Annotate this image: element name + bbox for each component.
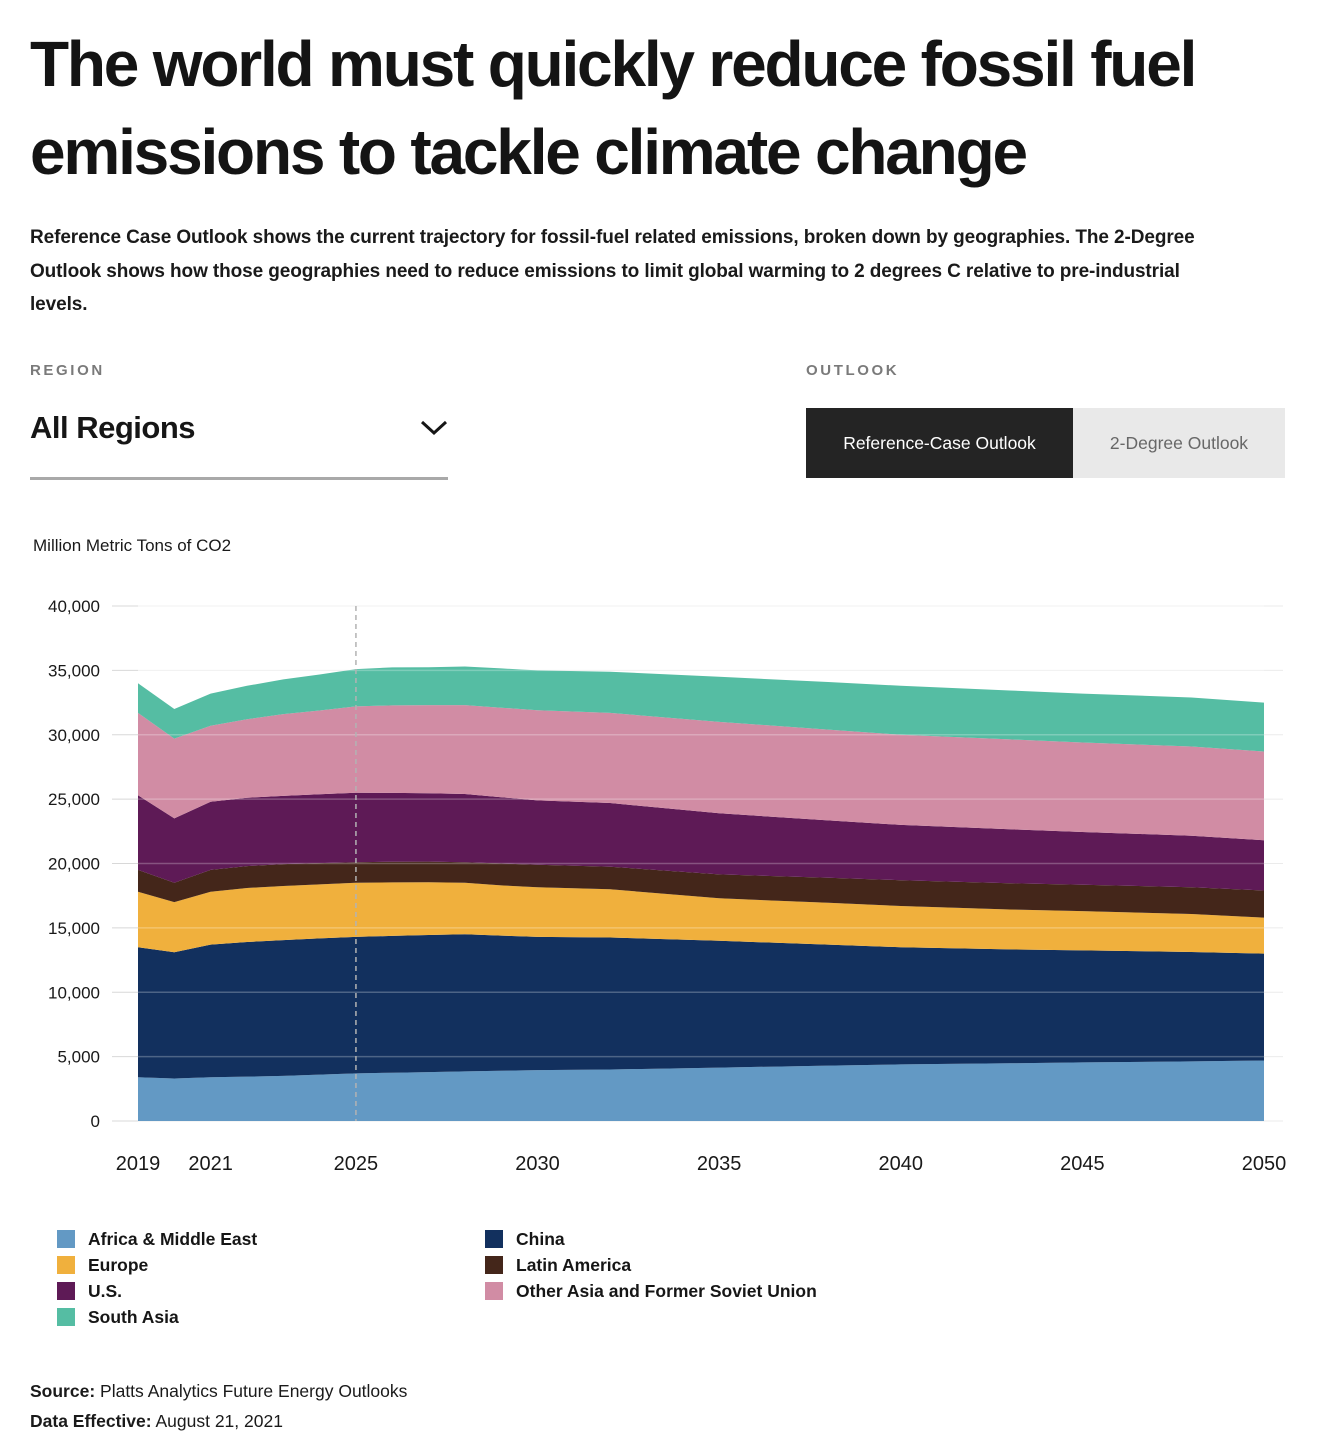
emissions-stacked-area-chart: 40,000 35,000 30,000 25,000 20,000 15,000 10,0… xyxy=(48,597,1287,1175)
outlook-toggle: Reference-Case Outlook 2-Degree Outlook xyxy=(806,408,1285,478)
legend-item-europe: Europe xyxy=(57,1254,257,1275)
legend-item-other-asia-and-former-soviet-union: Other Asia and Former Soviet Union xyxy=(485,1280,817,1301)
y-axis-label: 10,000 xyxy=(48,983,100,1002)
x-axis-label: 2035 xyxy=(697,1153,742,1175)
legend-label: China xyxy=(516,1228,565,1249)
legend-item-u-s: U.S. xyxy=(57,1280,257,1301)
legend-swatch-south-asia xyxy=(57,1308,75,1326)
y-axis-label: 15,000 xyxy=(48,919,100,938)
legend-label: U.S. xyxy=(88,1280,123,1301)
legend-label: Other Asia and Former Soviet Union xyxy=(516,1280,817,1301)
x-axis-label: 2040 xyxy=(879,1153,924,1175)
x-axis-label: 2025 xyxy=(334,1153,379,1175)
area-band-latin-america[interactable] xyxy=(138,861,1264,918)
x-axis-label: 2021 xyxy=(188,1153,233,1175)
y-axis-label: 35,000 xyxy=(48,661,100,680)
footer: Source: Platts Analytics Future Energy O… xyxy=(30,1376,407,1436)
y-axis-label: 0 xyxy=(91,1112,100,1131)
data-effective-value: August 21, 2021 xyxy=(155,1411,283,1431)
legend-label: Africa & Middle East xyxy=(88,1228,258,1249)
chart-legend-column-2: China Latin America Other Asia and Former … xyxy=(485,1228,817,1308)
page-title: The world must quickly reduce fossil fue… xyxy=(30,20,1312,196)
legend-swatch-latin-america xyxy=(485,1256,503,1274)
outlook-toggle-reference-case[interactable]: Reference-Case Outlook xyxy=(806,408,1073,478)
area-band-south-asia[interactable] xyxy=(138,666,1264,752)
chevron-down-icon xyxy=(420,420,448,436)
source-line: Source: Platts Analytics Future Energy O… xyxy=(30,1376,407,1406)
y-axis-label: 30,000 xyxy=(48,726,100,745)
legend-label: Latin America xyxy=(516,1254,632,1275)
x-axis-label: 2019 xyxy=(116,1153,161,1175)
legend-item-africa-middle-east: Africa & Middle East xyxy=(57,1228,258,1249)
legend-swatch-other-asia-and-former-soviet-union xyxy=(485,1282,503,1300)
legend-item-latin-america: Latin America xyxy=(485,1254,817,1275)
chart-legend-column-1: Africa & Middle East Europe U.S. South Asia xyxy=(57,1228,258,1334)
page-title-line-1: The world must quickly reduce fossil fue… xyxy=(30,28,1197,100)
data-effective-label: Data Effective: xyxy=(30,1411,152,1431)
data-effective-line: Data Effective: August 21, 2021 xyxy=(30,1406,407,1436)
legend-swatch-u-s xyxy=(57,1282,75,1300)
legend-swatch-europe xyxy=(57,1256,75,1274)
description-line-2: Outlook shows how those geographies need… xyxy=(30,260,1180,282)
x-axis-label: 2045 xyxy=(1060,1153,1105,1175)
legend-swatch-china xyxy=(485,1230,503,1248)
legend-swatch-africa-middle-east xyxy=(57,1230,75,1248)
x-axis-labels: 2019 2021 2025 2030 2035 2040 2045 2050 xyxy=(116,1153,1287,1175)
area-band-other-asia-and-former-soviet-union[interactable] xyxy=(138,705,1264,841)
y-axis-label: 40,000 xyxy=(48,597,100,616)
outlook-toggle-2-degree[interactable]: 2-Degree Outlook xyxy=(1073,408,1285,478)
legend-label: South Asia xyxy=(88,1306,179,1327)
source-value: Platts Analytics Future Energy Outlooks xyxy=(100,1381,408,1401)
grid-overlay xyxy=(138,605,1264,1058)
area-band-china[interactable] xyxy=(138,934,1264,1079)
y-axis-label: 5,000 xyxy=(57,1048,100,1067)
legend-item-china: China xyxy=(485,1228,817,1249)
x-axis-label: 2050 xyxy=(1242,1153,1287,1175)
source-label: Source: xyxy=(30,1381,96,1401)
page-description: Reference Case Outlook shows the current… xyxy=(30,221,1195,322)
legend-label: Europe xyxy=(88,1254,149,1275)
area-band-africa-middle-east[interactable] xyxy=(138,1060,1264,1122)
outlook-label: OUTLOOK xyxy=(806,362,900,379)
description-line-1: Reference Case Outlook shows the current… xyxy=(30,227,1195,248)
y-axis-label: 25,000 xyxy=(48,790,100,809)
region-select-underline xyxy=(30,477,448,480)
y-axis-label: 20,000 xyxy=(48,855,100,874)
region-label: REGION xyxy=(30,362,105,379)
chart-axis-title: Million Metric Tons of CO2 xyxy=(33,536,232,555)
legend-item-south-asia: South Asia xyxy=(57,1306,257,1327)
region-select-value: All Regions xyxy=(30,410,196,445)
region-select[interactable]: All Regions xyxy=(30,410,448,446)
area-band-u-s[interactable] xyxy=(138,792,1264,891)
x-axis-label: 2030 xyxy=(515,1153,560,1175)
area-band-europe[interactable] xyxy=(138,882,1264,954)
area-bands xyxy=(138,666,1264,1122)
description-line-3: levels. xyxy=(30,294,88,315)
page-title-line-2: emissions to tackle climate change xyxy=(30,116,1028,188)
